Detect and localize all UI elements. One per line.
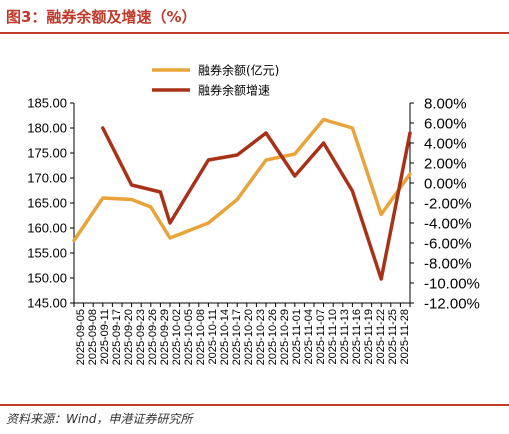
x-tick-label: 2025-09-29: [159, 309, 171, 365]
x-tick-label: 2025-10-23: [255, 309, 267, 365]
x-tick-label: 2025-11-01: [291, 309, 303, 364]
x-tick-label: 2025-09-05: [75, 309, 87, 365]
right-tick-label: -6.00%: [424, 236, 472, 253]
x-tick-label: 2025-11-25: [387, 309, 399, 364]
right-tick-label: -10.00%: [424, 276, 480, 293]
figure-title: 图3：融券余额及增速（%）: [6, 8, 197, 26]
x-tick-label: 2025-11-10: [327, 309, 339, 364]
x-tick-label: 2025-10-14: [219, 309, 231, 365]
right-tick-label: 8.00%: [424, 96, 467, 113]
right-tick-label: -12.00%: [424, 296, 480, 313]
x-tick-label: 2025-09-26: [147, 309, 159, 365]
x-tick-label: 2025-10-17: [231, 309, 243, 365]
x-tick-label: 2025-10-05: [183, 309, 195, 365]
source-note: 资料来源：Wind，申港证券研究所: [6, 412, 193, 426]
right-tick-label: 0.00%: [424, 176, 467, 193]
x-tick-label: 2025-11-16: [351, 309, 363, 364]
series-line-growth: [101, 126, 412, 281]
x-tick-label: 2025-10-20: [243, 309, 255, 365]
x-tick-label: 2025-11-22: [375, 309, 387, 364]
left-tick-label: 150.00: [27, 271, 67, 286]
x-tick-label: 2025-10-08: [195, 309, 207, 365]
x-tick-label: 2025-11-04: [303, 309, 315, 364]
x-tick-label: 2025-09-23: [135, 309, 147, 365]
source-divider: [0, 404, 509, 406]
x-tick-label: 2025-11-28: [399, 309, 411, 364]
x-tick-label: 2025-09-17: [111, 309, 123, 365]
right-tick-label: 4.00%: [424, 136, 467, 153]
left-tick-label: 185.00: [27, 96, 67, 111]
x-tick-label: 2025-10-29: [279, 309, 291, 365]
series-line-balance: [72, 117, 412, 243]
x-tick-label: 2025-11-13: [339, 309, 351, 364]
left-tick-label: 170.00: [27, 171, 67, 186]
x-tick-label: 2025-10-02: [171, 309, 183, 365]
left-tick-label: 155.00: [27, 246, 67, 261]
x-tick-label: 2025-09-20: [123, 309, 135, 365]
right-tick-label: -4.00%: [424, 216, 472, 233]
left-tick-label: 165.00: [27, 196, 67, 211]
legend-label: 融券余额(亿元): [198, 63, 279, 78]
x-tick-label: 2025-11-07: [315, 309, 327, 364]
right-tick-label: -2.00%: [424, 196, 472, 213]
left-tick-label: 160.00: [27, 221, 67, 236]
x-tick-label: 2025-09-11: [99, 309, 111, 364]
left-tick-label: 145.00: [27, 296, 67, 311]
right-tick-label: 2.00%: [424, 156, 467, 173]
x-tick-label: 2025-10-26: [267, 309, 279, 365]
x-tick-label: 2025-11-19: [363, 309, 375, 364]
right-tick-label: 6.00%: [424, 116, 467, 133]
x-tick-label: 2025-09-08: [87, 309, 99, 365]
right-tick-label: -8.00%: [424, 256, 472, 273]
legend-label: 融券余额增速: [198, 83, 270, 98]
left-tick-label: 175.00: [27, 146, 67, 161]
title-divider: [0, 32, 509, 34]
left-tick-label: 180.00: [27, 121, 67, 136]
x-tick-label: 2025-10-11: [207, 309, 219, 364]
